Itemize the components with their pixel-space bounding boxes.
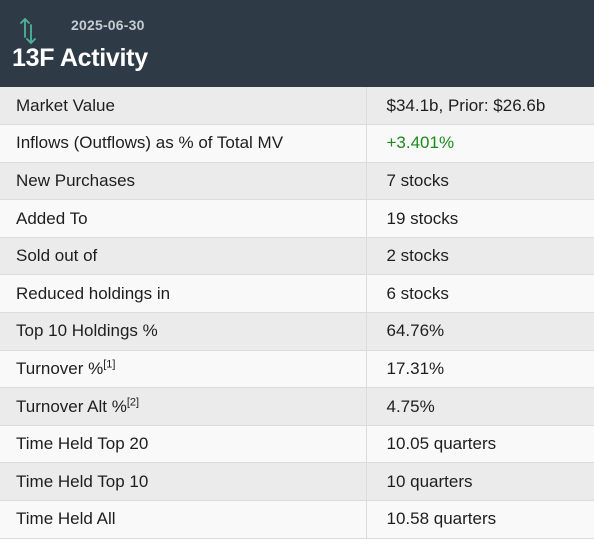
row-label: Inflows (Outflows) as % of Total MV xyxy=(0,124,367,163)
table-row: Inflows (Outflows) as % of Total MV +3.4… xyxy=(0,124,594,163)
table-row: Reduced holdings in 6 stocks xyxy=(0,274,594,314)
row-value: 10 quarters xyxy=(366,462,594,502)
table-row: Market Value $34.1b, Prior: $26.6b xyxy=(0,87,594,126)
table-row: New Purchases 7 stocks xyxy=(0,162,594,201)
table-row: Turnover %[1] 17.31% xyxy=(0,350,594,389)
row-value: +3.401% xyxy=(366,124,594,163)
row-label: Turnover Alt %[2] xyxy=(0,387,367,426)
row-value: 17.31% xyxy=(366,350,594,389)
up-down-arrows-icon xyxy=(17,16,39,46)
row-label: Reduced holdings in xyxy=(0,274,367,314)
table-row: Time Held Top 20 10.05 quarters xyxy=(0,425,594,464)
table-row: Turnover Alt %[2] 4.75% xyxy=(0,387,594,426)
row-label: Added To xyxy=(0,199,367,238)
row-label: Time Held Top 10 xyxy=(0,462,367,502)
footnote-link[interactable]: [1] xyxy=(103,358,116,371)
table-row: Time Held Top 10 10 quarters xyxy=(0,462,594,502)
row-value: 2 stocks xyxy=(366,237,594,276)
row-value: 64.76% xyxy=(366,312,594,351)
row-label: Time Held Top 20 xyxy=(0,425,367,464)
row-label: Top 10 Holdings % xyxy=(0,312,367,351)
activity-table: Market Value $34.1b, Prior: $26.6b Inflo… xyxy=(0,87,594,539)
card-header: 2025-06-30 13F Activity xyxy=(0,0,594,87)
row-value: 10.58 quarters xyxy=(366,500,594,539)
row-value: $34.1b, Prior: $26.6b xyxy=(366,87,594,126)
table-row: Top 10 Holdings % 64.76% xyxy=(0,312,594,351)
row-value: 4.75% xyxy=(366,387,594,426)
row-label: Time Held All xyxy=(0,500,367,539)
row-label: Turnover %[1] xyxy=(0,350,367,389)
row-value: 10.05 quarters xyxy=(366,425,594,464)
table-row: Added To 19 stocks xyxy=(0,199,594,238)
row-label: New Purchases xyxy=(0,162,367,201)
row-value: 6 stocks xyxy=(366,274,594,314)
row-label: Market Value xyxy=(0,87,367,126)
footnote-link[interactable]: [2] xyxy=(126,395,140,408)
row-value: 19 stocks xyxy=(366,199,594,238)
row-value: 7 stocks xyxy=(366,162,594,201)
report-date: 2025-06-30 xyxy=(71,17,145,33)
table-row: Sold out of 2 stocks xyxy=(0,237,594,276)
card-title: 13F Activity xyxy=(12,44,148,72)
row-label: Sold out of xyxy=(0,237,367,276)
table-row: Time Held All 10.58 quarters xyxy=(0,500,594,539)
